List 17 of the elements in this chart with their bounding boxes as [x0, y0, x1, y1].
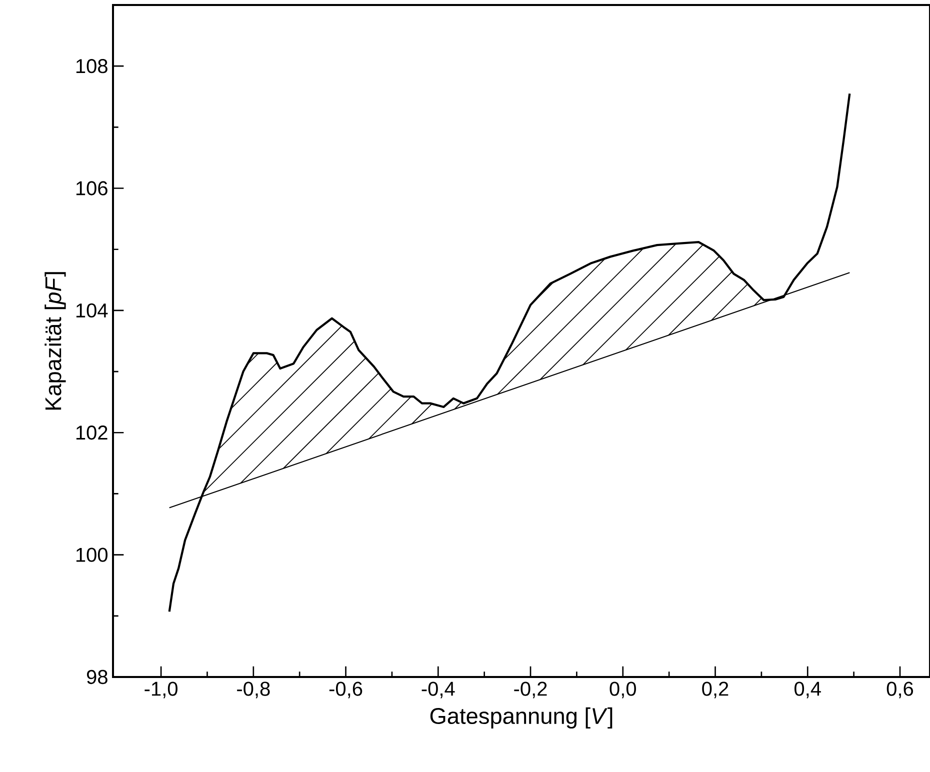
x-axis-title: Gatespannung [V]: [430, 707, 612, 729]
x-tick-label: -0,2: [514, 682, 547, 698]
x-tick-label: -0,8: [237, 682, 270, 698]
x-tick-label: -0,6: [329, 682, 362, 698]
y-tick-label: 102: [76, 426, 108, 440]
x-tick-label: 0,4: [794, 682, 821, 698]
y-tick-label: 100: [76, 548, 108, 562]
y-tick-label: 106: [76, 181, 108, 196]
y-tick-label: 98: [86, 670, 108, 684]
x-tick-label: 0,0: [610, 682, 636, 698]
y-axis-title: Kapazität [pF]: [44, 272, 66, 410]
y-tick-label: 108: [76, 59, 108, 74]
x-tick-label: -1,0: [144, 682, 178, 698]
y-tick-label: 104: [76, 303, 108, 318]
x-tick-label: -0,4: [422, 682, 455, 698]
x-tick-label: 0,2: [702, 682, 728, 698]
x-tick-label: 0,6: [886, 682, 914, 698]
